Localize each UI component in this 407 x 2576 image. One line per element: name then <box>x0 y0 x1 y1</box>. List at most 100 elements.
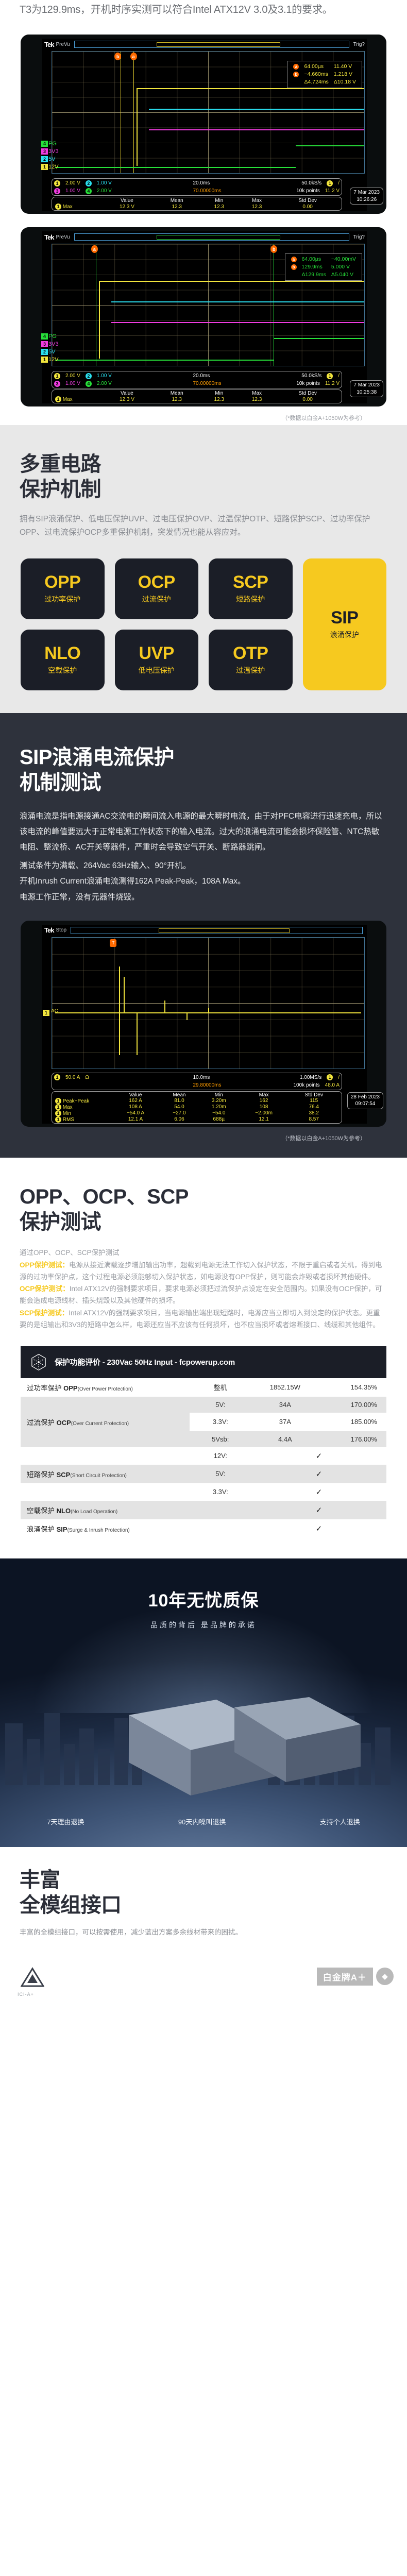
row-pct: 176.00% <box>350 1435 377 1443</box>
meas-max: 12.3 <box>251 204 262 210</box>
sip-title-line2: 机制测试 <box>20 771 101 794</box>
record-length-bar <box>74 41 349 48</box>
modular-title-line2: 全模组接口 <box>20 1893 122 1917</box>
table-row: 12V: ✓ <box>21 1447 386 1465</box>
row-rail: 3.3V: <box>212 1488 228 1496</box>
trig-slope-b: / <box>338 373 340 379</box>
table-row: 5Vsb: 4.4A 176.00% <box>21 1431 386 1447</box>
protection-card-otp[interactable]: OTP 过温保护 <box>209 629 293 690</box>
scope-b-datetime: 7 Mar 2023 10:25:38 <box>350 380 383 397</box>
scope-c-date: 28 Feb 2023 <box>350 1094 380 1100</box>
sip-footnote: （*数据以白金A+1050W为参考） <box>282 1135 366 1142</box>
protection-card-uvp[interactable]: UVP 低电压保护 <box>114 629 198 690</box>
meas-h-value: Value <box>121 198 133 204</box>
sip-paragraph-1: 浪涌电流是指电源接通AC交流电的瞬间流入电源的最大瞬时电流，由于对PFC电容进行… <box>20 811 382 852</box>
row-abbr: SIP <box>56 1525 67 1533</box>
protection-card-sip[interactable]: SIP 浪涌保护 <box>302 558 386 690</box>
card-abbr: SCP <box>233 572 268 592</box>
protection-title-line1: 多重电路 <box>20 453 101 476</box>
meas-value: −54.0 A <box>126 1110 145 1116</box>
meas-h-value: Value <box>129 1092 142 1098</box>
sip-paragraph-3: 开机Inrush Current浪涌电流测得162A Peak-Peak，108… <box>20 877 246 886</box>
points-a: 10k points <box>296 188 320 194</box>
row-cn: 过流保护 <box>27 1418 55 1427</box>
table-row: 短路保护 SCP(Short Circuit Protection) 5V: ✓ <box>21 1464 386 1483</box>
trig-slope-a: / <box>338 180 340 186</box>
scope-a-graticule: b a a 64.00µs 11.40 V b −4.660ms <box>52 51 365 174</box>
protection-card-scp[interactable]: SCP 短路保护 <box>209 558 293 619</box>
scope-b-cursor-readout: a 64.00µs −40.00mV b 129.9ms 5.000 V Δ12… <box>284 253 362 281</box>
warranty-title: 10年无忧质保 <box>0 1558 407 1612</box>
meas-std: 115 <box>310 1098 318 1104</box>
meas-mean: 54.0 <box>174 1104 184 1110</box>
protection-card-nlo[interactable]: NLO 空载保护 <box>21 629 105 690</box>
meas-name: Min <box>62 1110 71 1116</box>
channel-1-name: 12V <box>48 163 59 170</box>
protection-results-table: 过功率保护 OPP(Over Power Protection) 整机 1852… <box>21 1378 386 1538</box>
protection-card-opp[interactable]: OPP 过功率保护 <box>21 558 105 619</box>
meas-h-min: Min <box>215 391 224 396</box>
scope-b-channel-labels: 4 PG 3 3V3 2 5V 1 12V <box>41 332 59 363</box>
timebase-b: 20.0ms <box>193 373 210 379</box>
scale-ch1-dot: 1 <box>54 372 60 379</box>
meas-ch-dot: 1 <box>55 1110 61 1116</box>
card-label: 浪涌保护 <box>330 630 359 639</box>
scope-a-topbar: Tek PreVu Trig? <box>42 39 367 50</box>
row-rail: 12V: <box>213 1452 227 1460</box>
scope-b-state: PreVu <box>56 234 70 240</box>
scp-label: SCP保护测试： <box>20 1309 69 1317</box>
meas-h-std: Std Dev <box>298 198 317 204</box>
meas-h-max: Max <box>252 198 262 204</box>
warranty-subtitle: 品质的背后 是品牌的承诺 <box>0 1620 407 1630</box>
row-pct: 154.35% <box>350 1383 377 1392</box>
meas-h-mean: Mean <box>170 198 183 204</box>
meas-h-mean: Mean <box>173 1092 186 1098</box>
scale-ch3-dot: 3 <box>54 380 60 387</box>
meas-mean: 6.06 <box>174 1116 184 1123</box>
trig-delay-b: 70.00000ms <box>193 381 222 386</box>
row-cn: 空载保护 <box>27 1506 55 1515</box>
meas-mean: 12.3 <box>172 204 182 210</box>
meas-max: 12.1 <box>259 1116 269 1123</box>
card-abbr: OTP <box>233 643 268 663</box>
scale-ch3: 1.00 V <box>65 188 80 194</box>
scope-c-channel-label: AC <box>51 1008 58 1014</box>
scope-a-state: PreVu <box>56 41 70 47</box>
table-row: 1 Max 12.3 V 12.3 12.3 12.3 0.00 <box>54 396 340 402</box>
meas-std: 8.57 <box>309 1116 319 1123</box>
card-abbr: NLO <box>44 643 81 663</box>
sip-paragraph-4: 电源工作正常，没有元器件烧毁。 <box>20 892 140 902</box>
row-check: ✓ <box>315 1487 323 1497</box>
warranty-feature-list: 7天理由退换 90天内嗓叫退换 支持个人退换 <box>0 1817 407 1826</box>
channel-4-tag: 4 <box>41 333 48 340</box>
warranty-feature: 90天内嗓叫退换 <box>178 1818 226 1826</box>
channel-4-tag: 4 <box>41 140 48 147</box>
channel-3-name: 3V3 <box>48 341 59 347</box>
row-abbr: OPP <box>63 1384 78 1392</box>
record-length-bar <box>74 233 349 241</box>
scope-a-datetime: 7 Mar 2023 10:26:26 <box>350 188 383 205</box>
channel-4-name: PG <box>48 140 57 147</box>
meas-value: 12.3 V <box>119 204 134 210</box>
card-label: 短路保护 <box>236 595 265 603</box>
opp-label: OPP保护测试： <box>20 1261 70 1269</box>
meas-min: 12.3 <box>214 396 224 402</box>
channel-2-name: 5V <box>48 348 56 355</box>
trig-delay-c: 29.80000ms <box>193 1082 222 1088</box>
meas-value: 12.1 A <box>128 1116 143 1123</box>
protection-card-ocp[interactable]: OCP 过流保护 <box>114 558 198 619</box>
cursor-a-time: 64.00µs <box>301 256 321 262</box>
channel-4-name: PG <box>48 333 57 340</box>
row-pct: 170.00% <box>350 1400 377 1409</box>
meas-min: 688µ <box>213 1116 225 1123</box>
trig-src-a: 1 <box>327 180 333 187</box>
tek-logo: Tek <box>44 926 54 935</box>
protection-title-line2: 保护机制 <box>20 478 101 501</box>
scope-c-section: Tek Stop T 1 <box>0 905 407 1142</box>
card-label: 过流保护 <box>142 595 171 603</box>
scope-c-datetime: 28 Feb 2023 09:07:54 <box>347 1092 383 1109</box>
row-value: 34A <box>279 1400 291 1409</box>
row-rail <box>190 1501 251 1519</box>
tek-logo: Tek <box>44 40 54 48</box>
meas-h-max: Max <box>259 1092 269 1098</box>
